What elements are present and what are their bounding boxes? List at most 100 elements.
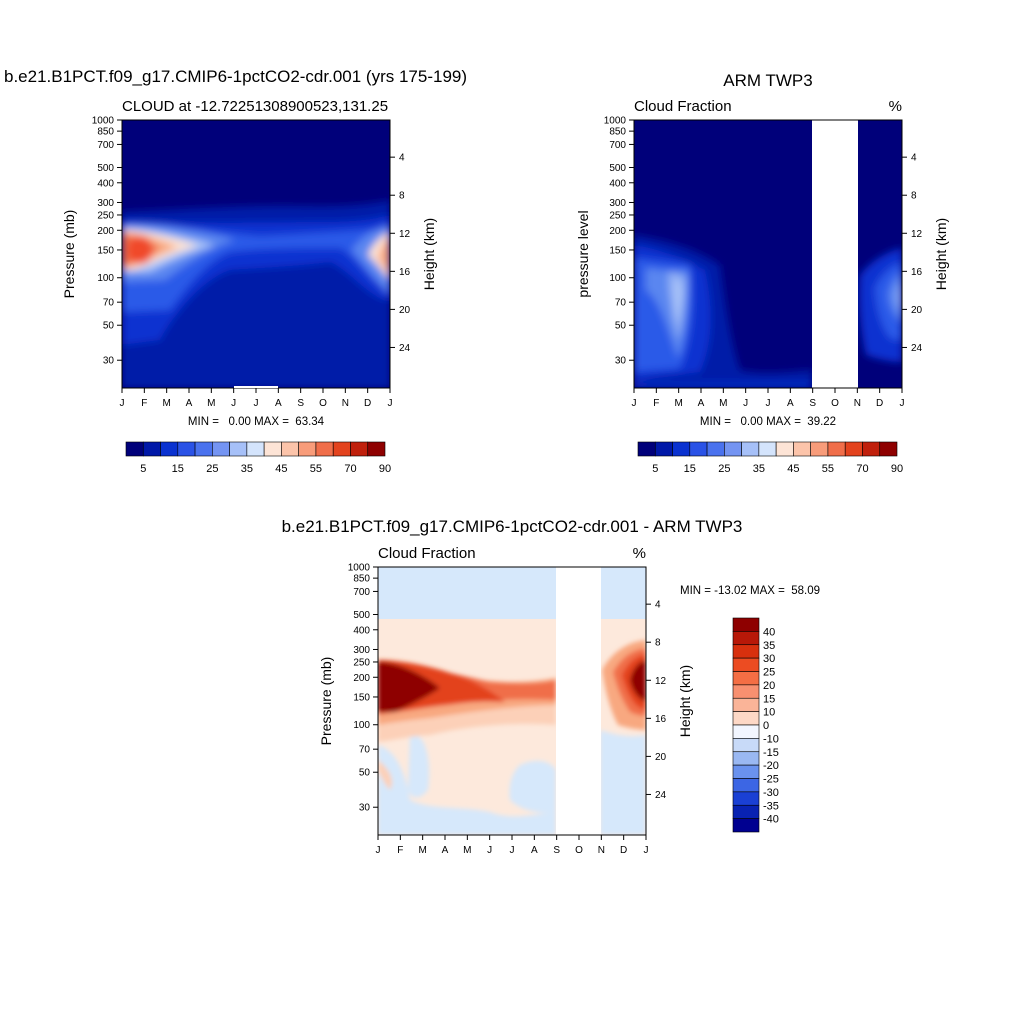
- panel-model-pressure-tick-label: 300: [97, 198, 114, 209]
- panel-obs-colorbar-swatch: [706, 441, 725, 457]
- panel-diff-ylabel-right: Height (km): [677, 665, 693, 737]
- panel-diff-missing-data: [556, 567, 601, 835]
- panel-model-ylabel-right: Height (km): [421, 218, 437, 290]
- panel-diff-pressure-tick-label: 100: [353, 720, 370, 731]
- panel-obs-colorbar: 5 15 25 35 45 55 70 90: [637, 441, 903, 475]
- panel-obs-colorbar-label: 35: [753, 463, 765, 475]
- panel-model-pressure-tick-label: 200: [97, 226, 114, 237]
- panel-obs-colorbar-label: 15: [684, 463, 696, 475]
- panel-diff-height-tick-label: 24: [655, 790, 667, 801]
- panel-diff-min-max: MIN = -13.02 MAX = 58.09: [680, 585, 820, 597]
- panel-obs-colorbar-swatch: [689, 441, 708, 457]
- panel-diff-colorbar-swatch: [732, 657, 760, 672]
- panel-diff-pressure-tick-label: 30: [359, 803, 371, 814]
- panel-obs-colorbar-label: 25: [718, 463, 730, 475]
- panel-model-month-tick-label: N: [342, 398, 349, 409]
- panel-model-colorbar: 5 15 25 35 45 55 70 90: [125, 441, 391, 475]
- panel-diff-pressure-tick-label: 200: [353, 673, 370, 684]
- panel-obs-subtitle: Cloud Fraction: [634, 98, 732, 115]
- panel-diff-month-tick-label: S: [553, 845, 560, 856]
- panel-obs-colorbar-swatch: [672, 441, 691, 457]
- panel-obs-colorbar-swatch: [637, 441, 656, 457]
- panel-obs-month-tick-label: D: [876, 398, 883, 409]
- panel-diff-colorbar-label: -10: [763, 733, 779, 745]
- panel-obs-colorbar-swatch: [810, 441, 829, 457]
- panel-obs-month-tick-label: F: [653, 398, 659, 409]
- panel-model-month-tick-label: J: [231, 398, 236, 409]
- panel-diff-colorbar-swatch: [732, 751, 760, 766]
- panel-model-month-tick-label: J: [388, 398, 393, 409]
- panel-obs-colorbar-swatch: [724, 441, 742, 457]
- panel-diff-month-tick-label: J: [487, 845, 492, 856]
- panel-diff-month-tick-label: N: [598, 845, 605, 856]
- panel-model-pressure-tick-label: 500: [97, 163, 114, 174]
- panel-model-month-tick-label: M: [207, 398, 215, 409]
- panel-diff-pressure-tick-label: 250: [353, 657, 370, 668]
- panel-obs-colorbar-label: 45: [787, 463, 799, 475]
- panel-model-pressure-tick-label: 1000: [92, 116, 115, 127]
- panel-obs-colorbar-label: 90: [891, 463, 903, 475]
- panel-obs-ylabel: pressure level: [575, 210, 591, 297]
- panel-model-month-tick-label: J: [120, 398, 125, 409]
- panel-diff-colorbar-label: -35: [763, 800, 779, 812]
- panel-obs-month-tick-label: M: [719, 398, 727, 409]
- panel-obs-colorbar-swatch: [741, 441, 760, 457]
- panel-model-month-tick-label: M: [162, 398, 170, 409]
- panel-diff-month-tick-label: D: [620, 845, 627, 856]
- panel-model-colorbar-swatch: [125, 441, 144, 457]
- panel-model-month-tick-label: F: [141, 398, 147, 409]
- panel-diff-colorbar-label: 25: [763, 667, 775, 679]
- panel-diff-month-tick-label: O: [575, 845, 583, 856]
- panel-diff-pressure-tick-label: 700: [353, 587, 370, 598]
- panel-model-pressure-tick-label: 30: [103, 356, 115, 367]
- panel-model-colorbar-label: 45: [275, 463, 287, 475]
- panel-diff-field: [378, 567, 646, 835]
- panel-model-colorbar-swatch: [177, 441, 196, 457]
- panel-diff-pressure-tick-label: 300: [353, 645, 370, 656]
- panel-diff-colorbar-label: 30: [763, 653, 775, 665]
- panel-obs-colorbar-swatch: [879, 441, 898, 457]
- panel-diff-colorbar-swatch: [732, 764, 760, 779]
- panel-diff-pressure-tick-label: 150: [353, 692, 370, 703]
- panel-obs: ARM TWP3 Cloud Fraction % 30 50 70 100 150 20…: [575, 71, 949, 475]
- panel-model-colorbar-swatch: [315, 441, 334, 457]
- panel-model-month-tick-label: A: [275, 398, 282, 409]
- panel-diff: b.e21.B1PCT.f09_g17.CMIP6-1pctCO2-cdr.00…: [282, 517, 820, 856]
- panel-diff-colorbar-swatch: [732, 818, 760, 833]
- panel-obs-month-tick-label: J: [900, 398, 905, 409]
- panel-model-month-tick-label: S: [297, 398, 304, 409]
- panel-model-pressure-tick-label: 850: [97, 127, 114, 138]
- panel-diff-colorbar-label: -25: [763, 774, 779, 786]
- panel-diff-colorbar-swatch: [732, 724, 760, 739]
- panel-diff-pressure-tick-label: 70: [359, 745, 371, 756]
- panel-model-pressure-tick-label: 150: [97, 245, 114, 256]
- panel-model-month-tick-label: A: [186, 398, 193, 409]
- panel-diff-colorbar-swatch: [732, 617, 760, 632]
- panel-diff-colorbar-swatch: [732, 778, 760, 793]
- panel-diff-month-tick-label: A: [531, 845, 538, 856]
- panel-diff-colorbar-swatch: [732, 804, 760, 819]
- panel-model-colorbar-swatch: [332, 441, 351, 457]
- panel-obs-colorbar-swatch: [844, 441, 863, 457]
- panel-model-month-tick-label: D: [364, 398, 371, 409]
- panel-diff-colorbar-label: -15: [763, 747, 779, 759]
- panel-obs-pressure-tick-label: 250: [609, 210, 626, 221]
- panel-diff-colorbar-label: -40: [763, 814, 779, 826]
- panel-obs-month-tick-label: J: [743, 398, 748, 409]
- panel-model-title: b.e21.B1PCT.f09_g17.CMIP6-1pctCO2-cdr.00…: [4, 67, 467, 86]
- panel-obs-pressure-tick-label: 400: [609, 178, 626, 189]
- panel-obs-min-max: MIN = 0.00 MAX = 39.22: [700, 416, 836, 428]
- panel-diff-ylabel: Pressure (mb): [318, 657, 334, 746]
- panel-model-colorbar-label: 35: [241, 463, 253, 475]
- panel-model-colorbar-swatch: [263, 441, 282, 457]
- panel-diff-colorbar-label: 15: [763, 693, 775, 705]
- panel-diff-colorbar-swatch: [732, 671, 760, 686]
- panel-model-height-tick-label: 24: [399, 343, 411, 354]
- panel-obs-ylabel-right: Height (km): [933, 218, 949, 290]
- panel-diff-pressure-tick-label: 500: [353, 610, 370, 621]
- panel-obs-month-tick-label: N: [854, 398, 861, 409]
- panel-model-colorbar-swatch: [298, 441, 317, 457]
- panel-diff-pressure-tick-label: 50: [359, 768, 371, 779]
- panel-obs-colorbar-label: 55: [822, 463, 834, 475]
